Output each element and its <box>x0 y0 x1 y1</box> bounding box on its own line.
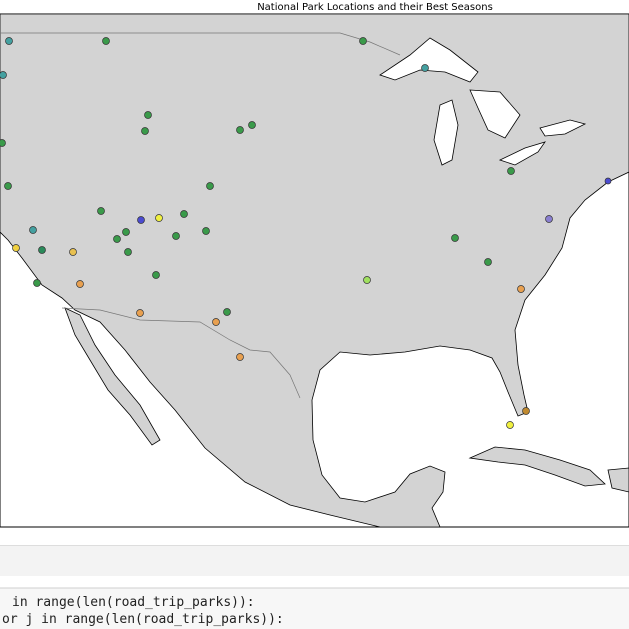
park-marker <box>522 407 530 415</box>
lake-michigan <box>433 99 459 166</box>
park-marker <box>172 232 180 240</box>
park-marker <box>223 308 231 316</box>
park-marker <box>545 215 553 223</box>
park-marker <box>76 280 84 288</box>
park-marker <box>155 214 163 222</box>
park-marker <box>0 71 7 79</box>
park-marker <box>12 244 20 252</box>
park-marker <box>137 216 145 224</box>
border <box>0 32 401 399</box>
park-marker <box>206 182 214 190</box>
cell-divider <box>0 545 629 546</box>
park-marker <box>33 279 41 287</box>
park-marker <box>363 276 371 284</box>
park-marker <box>604 177 612 185</box>
park-marker <box>38 246 46 254</box>
code-line: in range(len(road_trip_parks)): <box>12 595 255 610</box>
park-marker <box>69 248 77 256</box>
park-marker <box>5 37 13 45</box>
park-marker <box>507 167 515 175</box>
lake-huron <box>469 89 521 139</box>
map <box>0 13 629 528</box>
park-marker <box>124 248 132 256</box>
baja <box>64 307 161 446</box>
code-cell[interactable] <box>0 587 629 629</box>
park-marker <box>506 421 514 429</box>
park-marker <box>236 126 244 134</box>
park-marker <box>4 182 12 190</box>
hispaniola <box>607 467 629 493</box>
park-markers <box>0 37 612 429</box>
park-marker <box>152 271 160 279</box>
park-marker <box>0 139 6 147</box>
code-line: or j in range(len(road_trip_parks)): <box>2 612 284 627</box>
park-marker <box>484 258 492 266</box>
park-marker <box>141 127 149 135</box>
park-marker <box>202 227 210 235</box>
park-marker <box>212 318 220 326</box>
park-marker <box>451 234 459 242</box>
park-marker <box>97 207 105 215</box>
cuba <box>468 446 606 487</box>
lake-erie <box>498 141 546 166</box>
park-marker <box>102 37 110 45</box>
map-title: National Park Locations and their Best S… <box>257 2 493 13</box>
land <box>0 13 629 528</box>
park-marker <box>180 210 188 218</box>
lake-superior <box>379 37 479 83</box>
park-marker <box>248 121 256 129</box>
park-marker <box>421 64 429 72</box>
park-marker <box>236 353 244 361</box>
park-marker <box>113 235 121 243</box>
park-marker <box>144 111 152 119</box>
lake-ontario <box>539 119 587 137</box>
park-marker <box>517 285 525 293</box>
empty-cell <box>0 546 629 576</box>
park-marker <box>29 226 37 234</box>
park-marker <box>136 309 144 317</box>
park-marker <box>359 37 367 45</box>
park-marker <box>122 228 130 236</box>
